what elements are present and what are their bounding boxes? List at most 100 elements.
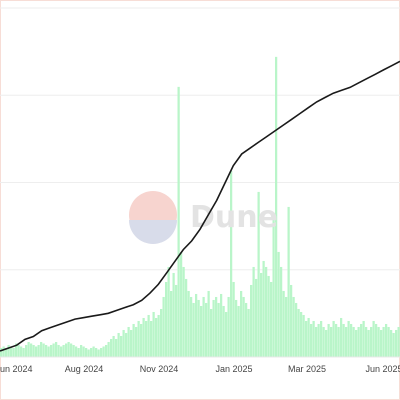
- bar: [290, 284, 293, 357]
- bar: [210, 308, 213, 357]
- bar: [85, 348, 88, 357]
- bar: [390, 329, 393, 357]
- bar: [147, 314, 150, 357]
- bar: [357, 326, 360, 357]
- x-tick-label: Jan 2025: [215, 364, 252, 374]
- bar: [277, 251, 280, 357]
- bar: [395, 329, 398, 357]
- bar: [310, 323, 313, 357]
- bar: [227, 296, 230, 357]
- bar: [260, 272, 263, 357]
- bar: [240, 290, 243, 357]
- bar: [180, 251, 183, 357]
- bar: [325, 329, 328, 357]
- bar: [60, 346, 63, 357]
- bar: [352, 326, 355, 357]
- bar: [282, 290, 285, 357]
- bar: [75, 346, 78, 357]
- bar: [212, 299, 215, 357]
- bar: [252, 266, 255, 357]
- bar: [392, 332, 395, 357]
- bar: [365, 326, 368, 357]
- bar: [300, 311, 303, 357]
- bar: [145, 320, 148, 357]
- bar: [160, 308, 163, 357]
- bar: [275, 56, 278, 358]
- bar: [27, 341, 30, 357]
- dune-watermark: Dune: [129, 191, 278, 244]
- bar: [217, 302, 220, 357]
- bar: [40, 341, 43, 357]
- bar: [82, 346, 85, 357]
- bar: [262, 260, 265, 357]
- dune-logo-lower-icon: [129, 220, 177, 244]
- bar: [377, 326, 380, 357]
- bar: [2, 346, 5, 357]
- bar: [280, 266, 283, 357]
- bar: [125, 332, 128, 357]
- bar: [197, 299, 200, 357]
- bar: [7, 344, 10, 357]
- bar: [320, 320, 323, 357]
- bar: [302, 314, 305, 357]
- bar: [45, 344, 48, 357]
- bar: [95, 348, 98, 357]
- bar: [37, 344, 40, 357]
- bar: [195, 293, 198, 357]
- bar: [287, 206, 290, 357]
- bar: [215, 296, 218, 357]
- bar: [175, 284, 178, 357]
- bar: [270, 281, 273, 357]
- bar: [335, 323, 338, 357]
- bar: [105, 344, 108, 357]
- bar: [62, 344, 65, 357]
- x-tick-label: Mar 2025: [288, 364, 326, 374]
- bar: [52, 343, 55, 357]
- bar: [295, 302, 298, 357]
- bar: [172, 272, 175, 357]
- bar: [385, 323, 388, 357]
- bar: [65, 343, 68, 357]
- bar: [97, 349, 100, 357]
- bar: [285, 296, 288, 357]
- bar: [117, 332, 120, 357]
- bar: [250, 284, 253, 357]
- bar: [92, 346, 95, 357]
- watermark-text: Dune: [190, 200, 278, 235]
- bar: [297, 308, 300, 357]
- bar: [242, 296, 245, 357]
- x-tick-label: Aug 2024: [65, 364, 104, 374]
- bar: [247, 308, 250, 357]
- bar: [292, 296, 295, 357]
- bar: [322, 326, 325, 357]
- bar: [107, 341, 110, 357]
- bar: [327, 323, 330, 357]
- bar: [237, 305, 240, 357]
- bar: [230, 170, 233, 357]
- gridlines: [0, 7, 400, 271]
- bar: [137, 320, 140, 357]
- bar: [17, 344, 20, 357]
- bar: [25, 344, 28, 357]
- bar: [192, 302, 195, 357]
- bar: [142, 317, 145, 357]
- bar: [87, 349, 90, 357]
- x-tick-label: Jun 2025: [365, 364, 400, 374]
- bar: [330, 326, 333, 357]
- bar: [130, 329, 133, 357]
- bar: [165, 281, 168, 357]
- bar-series: [0, 56, 400, 358]
- bar: [380, 329, 383, 357]
- bar: [315, 326, 318, 357]
- bar: [272, 212, 275, 357]
- bar: [157, 314, 160, 357]
- bar: [220, 293, 223, 357]
- bar: [50, 344, 53, 357]
- line-series: [0, 60, 400, 352]
- bar: [187, 290, 190, 357]
- bar: [200, 305, 203, 357]
- bar: [112, 335, 115, 357]
- bar: [132, 323, 135, 357]
- bar: [205, 302, 208, 357]
- bar: [100, 348, 103, 357]
